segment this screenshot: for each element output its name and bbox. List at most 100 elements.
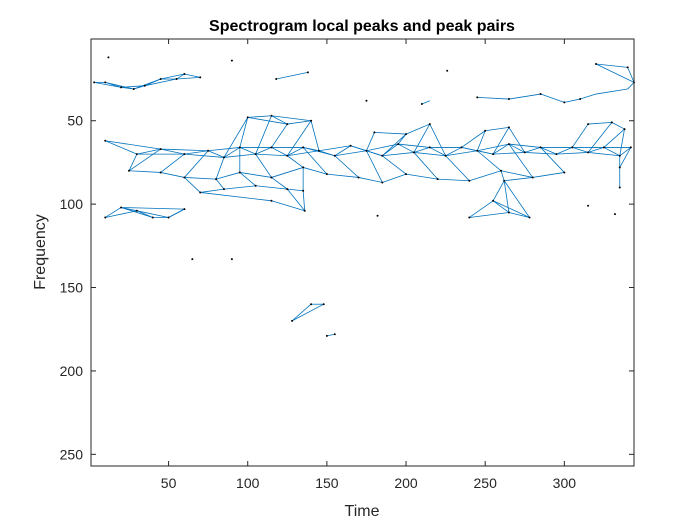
peak-point [246, 116, 249, 119]
peak-pair-line [413, 123, 431, 153]
peak-pair-line [469, 200, 494, 218]
x-tick-label: 150 [315, 475, 339, 491]
x-axis-label: Time [345, 503, 380, 520]
peak-pair-line [215, 157, 225, 180]
peak-pair-line [271, 115, 288, 125]
peak-point [159, 171, 162, 174]
peak-pair-line [276, 71, 308, 80]
peak-pair-line [105, 140, 161, 150]
peak-pair-line [508, 212, 530, 218]
peak-pair-line [223, 147, 241, 158]
peak-pair-line [287, 120, 312, 125]
peak-pair-line [588, 152, 620, 157]
peak-pair-line [524, 152, 557, 155]
peak-point [183, 176, 186, 179]
peak-pair-line [223, 185, 256, 190]
peak-point [602, 146, 605, 149]
peak-pair-line [532, 172, 565, 178]
peak-pair-line [120, 207, 153, 218]
peak-pair-line [184, 150, 209, 155]
peak-pair-line [291, 303, 324, 322]
peak-pair-line [303, 167, 327, 175]
peak-point [618, 166, 621, 169]
peak-point [507, 211, 510, 214]
peak-point [322, 303, 325, 306]
peak-point [151, 216, 154, 219]
peak-pair-line [603, 128, 625, 148]
peak-point [618, 154, 621, 157]
peak-point [183, 208, 186, 211]
peak-pair-line [572, 147, 589, 153]
peak-pair-line [413, 152, 438, 180]
peak-point [254, 153, 257, 156]
peak-pair-line [405, 123, 430, 135]
peak-point [539, 146, 542, 149]
peak-point [132, 88, 135, 91]
peak-pair-line [358, 177, 383, 183]
peak-point [381, 181, 384, 184]
peak-pair-line [445, 150, 478, 157]
peak-pair-line [302, 190, 306, 211]
y-ticks: 50 100 150 200 250 [60, 113, 634, 462]
peak-pair-line [627, 67, 635, 83]
x-tick-label: 50 [161, 475, 177, 491]
peak-pair-line [503, 180, 510, 213]
peak-pair-line [627, 82, 635, 90]
peak-point [563, 101, 566, 104]
peak-point [492, 153, 495, 156]
peak-point [579, 98, 582, 101]
peak-pair-line [477, 96, 509, 100]
peak-pair-line [429, 147, 446, 157]
peak-pair-line [437, 178, 470, 182]
peak-point [507, 143, 510, 146]
peak-pair-line [215, 178, 225, 190]
peak-pair-line [105, 207, 122, 218]
peak-pair-line [326, 173, 359, 178]
peak-point [302, 189, 305, 192]
peak-point [167, 216, 170, 219]
peak-pair-line [619, 147, 632, 168]
peak-point [143, 84, 146, 87]
peak-pair-line [508, 143, 541, 148]
peak-point [302, 146, 305, 149]
peak-pair-line [587, 122, 613, 153]
peak-point [428, 146, 431, 149]
peak-point [286, 188, 289, 191]
peak-pair-line [445, 147, 462, 157]
peak-pair-line [310, 120, 320, 151]
peak-point [183, 73, 186, 76]
peak-point [104, 216, 107, 219]
peak-pair-line [255, 147, 272, 155]
peak-pair-line [105, 210, 137, 218]
peak-point [291, 319, 294, 322]
x-tick-label: 250 [474, 475, 498, 491]
peak-point [507, 126, 510, 129]
peak-pair-line [540, 147, 557, 155]
peak-point [159, 78, 162, 81]
peak-point [183, 153, 186, 156]
axes-box [90, 38, 635, 467]
peak-pair-line [382, 173, 407, 183]
peak-point [191, 258, 194, 261]
peak-point [310, 303, 313, 306]
peak-point [444, 154, 447, 157]
peak-point [104, 81, 107, 84]
peak-pair-line [334, 145, 351, 157]
peak-point [595, 63, 598, 66]
peak-point [539, 93, 542, 96]
peak-pair-line [500, 170, 533, 178]
peak-point [571, 146, 574, 149]
peak-point [270, 199, 273, 202]
peak-point [333, 154, 336, 157]
peak-pair-line [184, 150, 209, 178]
peak-point [270, 146, 273, 149]
peak-pair-line [302, 147, 328, 175]
peak-point [199, 76, 202, 79]
peak-pair-line [239, 117, 249, 148]
peak-point [127, 169, 130, 172]
peak-pair-line [508, 93, 541, 100]
peak-point [230, 59, 233, 62]
peak-pair-line [382, 155, 407, 175]
peak-pair-line [207, 150, 225, 158]
